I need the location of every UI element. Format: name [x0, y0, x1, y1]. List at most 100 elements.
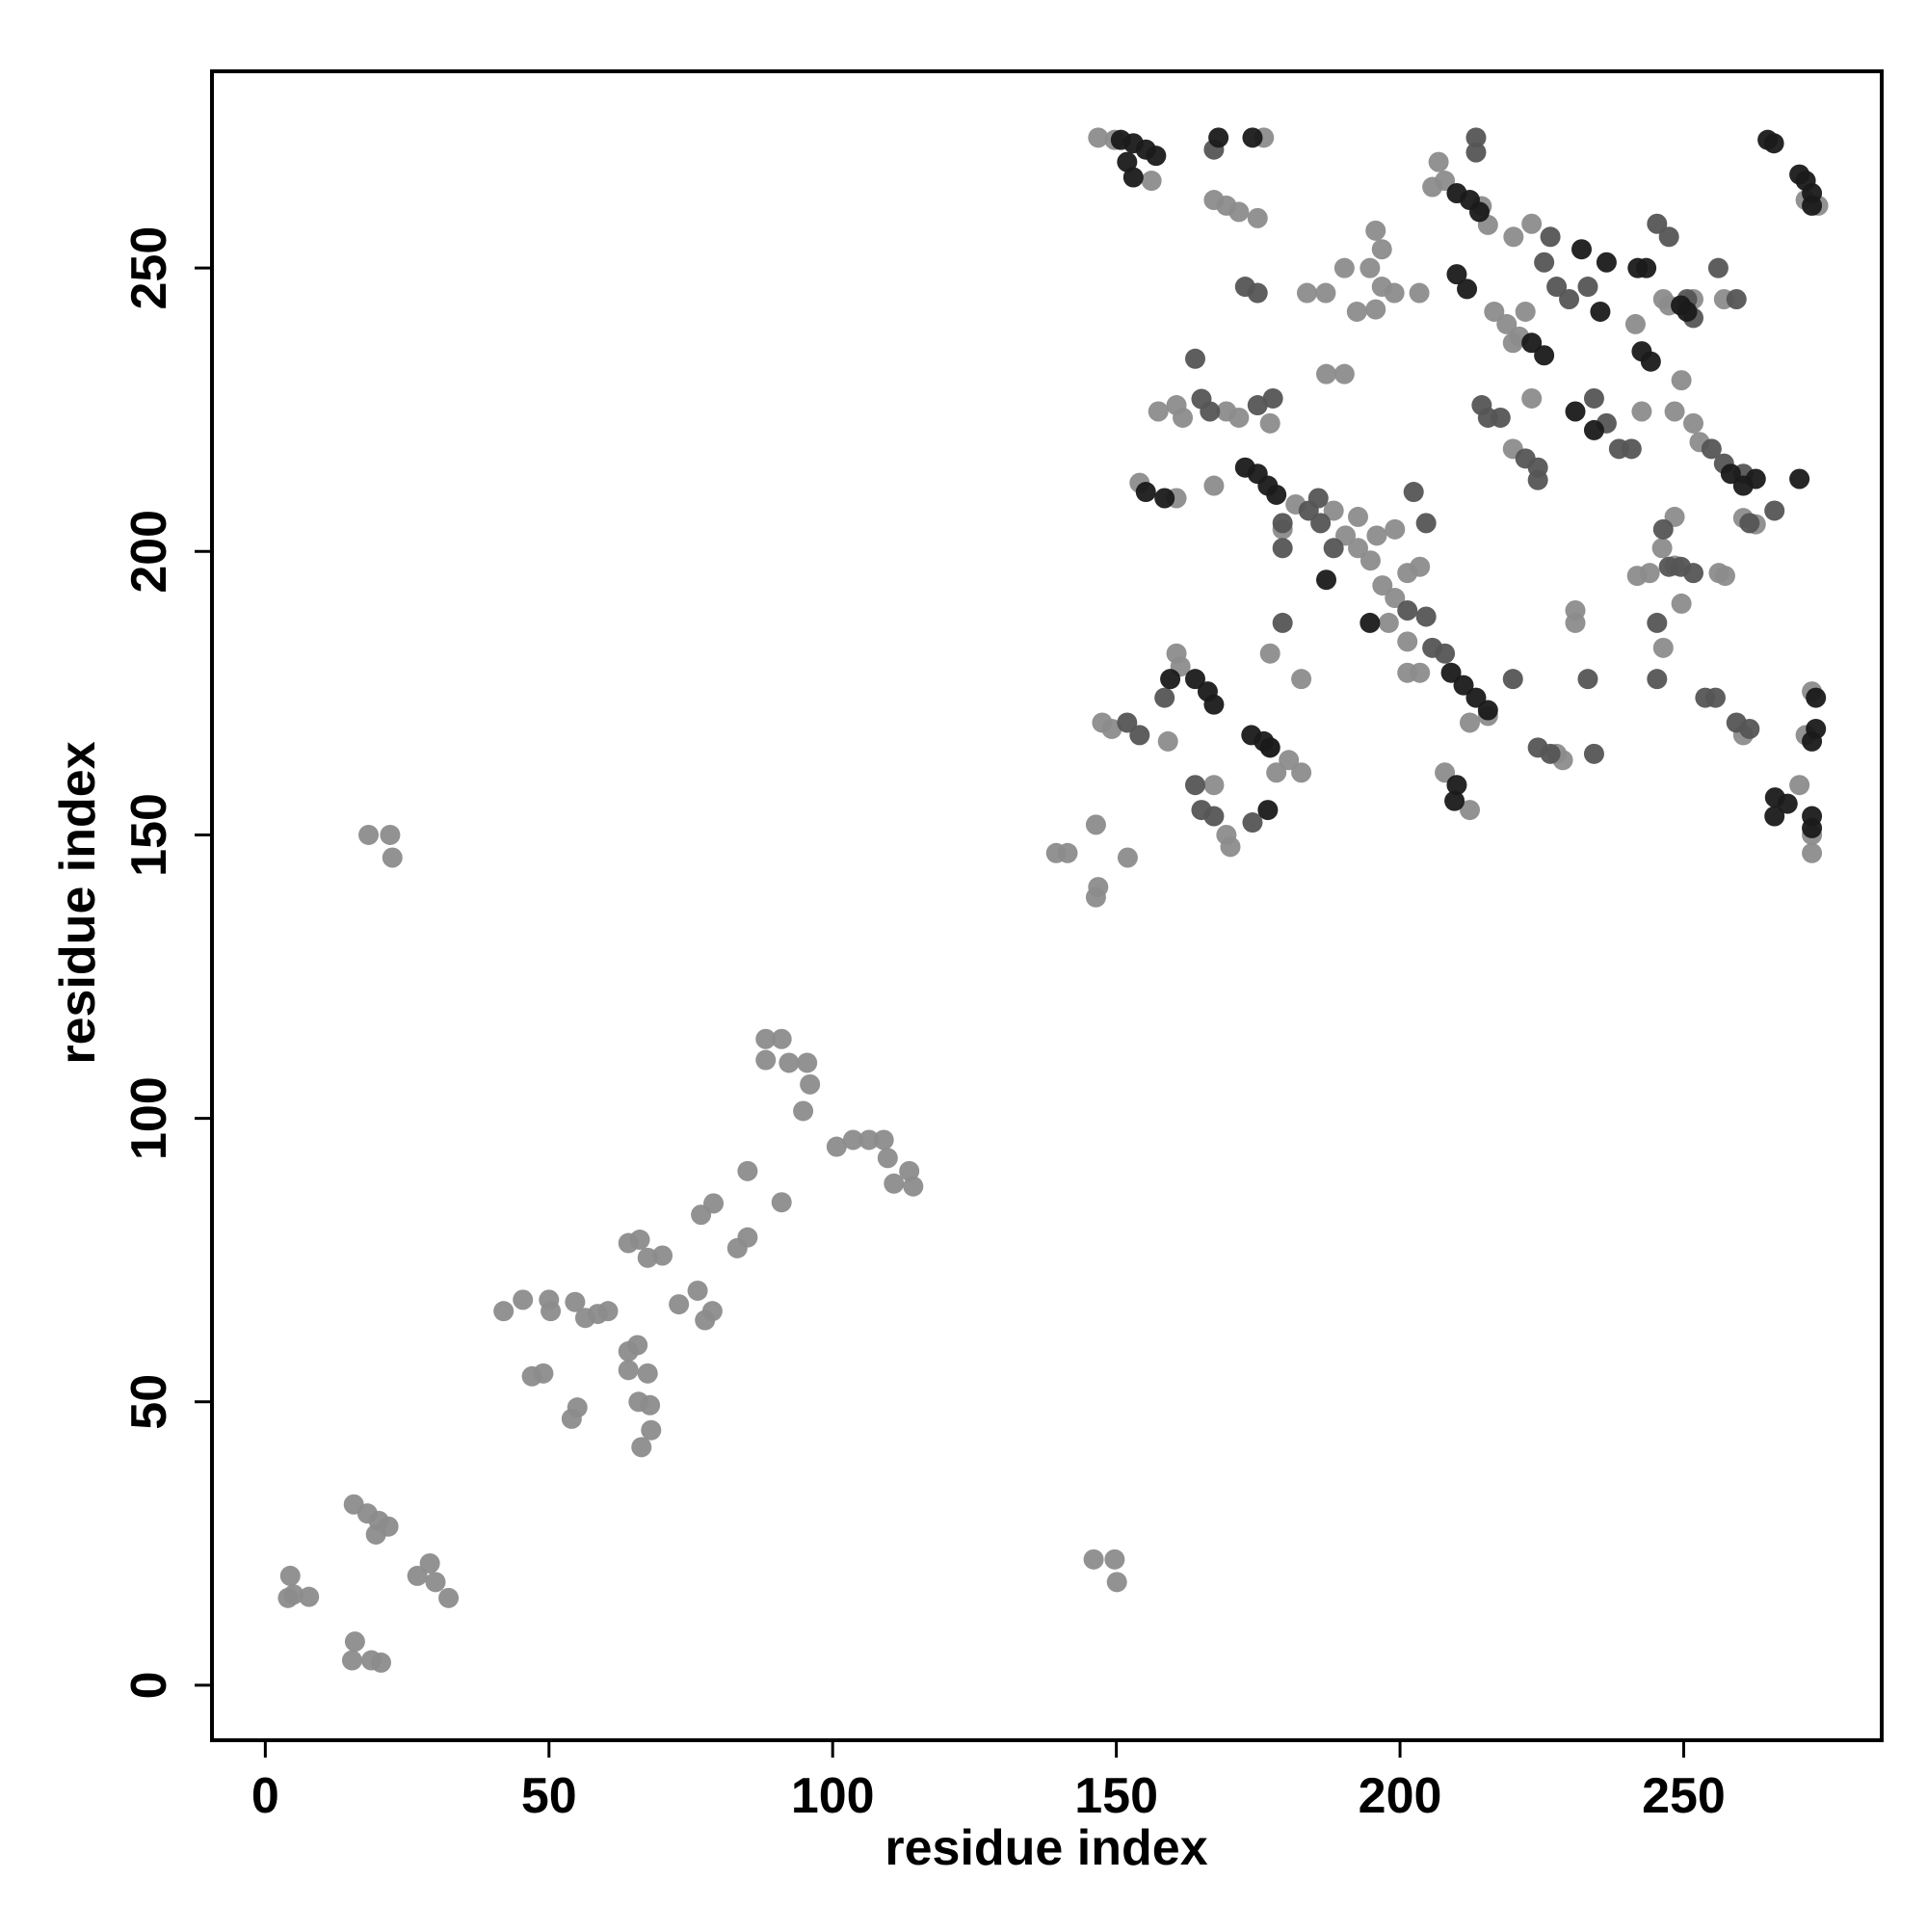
point [1671, 370, 1692, 391]
point [1173, 407, 1194, 428]
point [737, 1227, 758, 1248]
point [1469, 201, 1491, 223]
point [1129, 725, 1150, 746]
point [1057, 842, 1078, 863]
point [380, 824, 401, 845]
point [1440, 662, 1462, 683]
point [1671, 593, 1692, 614]
point [826, 1136, 847, 1157]
point [358, 824, 380, 845]
point [877, 1148, 898, 1169]
point [1242, 812, 1263, 834]
point [1085, 887, 1106, 908]
point [1521, 213, 1543, 234]
point [1316, 363, 1337, 384]
point [1626, 566, 1648, 587]
point [1465, 142, 1487, 163]
point [1444, 790, 1465, 811]
point [493, 1301, 515, 1322]
point [1135, 482, 1156, 503]
point [1371, 239, 1392, 260]
point [1247, 395, 1268, 416]
point [1457, 278, 1478, 300]
point [903, 1176, 924, 1197]
point [669, 1294, 690, 1315]
point [1631, 401, 1652, 422]
point [1247, 282, 1268, 304]
point [1333, 257, 1355, 278]
point [1184, 775, 1205, 796]
y-tick-label: 200 [121, 510, 177, 594]
point [1378, 612, 1399, 633]
point [1266, 762, 1287, 783]
point [1359, 612, 1381, 633]
point [1316, 569, 1337, 591]
point [1122, 167, 1144, 188]
point [1802, 730, 1823, 752]
point [1083, 1548, 1104, 1570]
point [1310, 513, 1332, 534]
point [382, 847, 403, 868]
point [1117, 712, 1138, 733]
point [1465, 127, 1487, 148]
point [1502, 332, 1523, 354]
point [370, 1652, 391, 1673]
point [1503, 226, 1524, 248]
point [1515, 301, 1536, 322]
plot-frame [210, 69, 1884, 1742]
point [1148, 401, 1169, 422]
point [1707, 257, 1729, 278]
point [1683, 563, 1704, 584]
y-tick-label: 100 [121, 1076, 177, 1160]
point [1534, 251, 1555, 273]
point [1146, 146, 1167, 167]
point [419, 1552, 440, 1574]
point [1359, 550, 1381, 571]
point [1359, 257, 1381, 278]
point [1088, 127, 1109, 148]
x-axis-label: residue index [884, 1820, 1207, 1876]
point [1477, 700, 1498, 721]
point [1228, 407, 1250, 428]
point [1384, 282, 1405, 304]
point [755, 1049, 777, 1071]
point [1565, 612, 1586, 633]
point [637, 1363, 658, 1384]
point [1726, 289, 1747, 310]
point [567, 1397, 588, 1418]
point [344, 1631, 365, 1653]
point [1435, 643, 1456, 664]
point [779, 1052, 800, 1073]
point [1527, 469, 1548, 490]
point [1259, 643, 1280, 664]
point [737, 1160, 758, 1181]
point [1184, 669, 1205, 690]
point [1652, 518, 1674, 540]
point [1272, 513, 1293, 534]
point [899, 1160, 920, 1181]
point [627, 1335, 648, 1356]
x-tick-label: 100 [791, 1768, 875, 1824]
point [1104, 1548, 1125, 1570]
point [1446, 775, 1467, 796]
point [1802, 817, 1823, 838]
point [1259, 412, 1280, 434]
point [565, 1291, 586, 1312]
point [1200, 401, 1221, 422]
point [1583, 387, 1604, 409]
point [1106, 1572, 1127, 1593]
point [618, 1360, 639, 1381]
x-tick-label: 150 [1074, 1768, 1158, 1824]
point [1266, 484, 1287, 505]
point [1647, 612, 1668, 633]
point [1247, 207, 1268, 228]
point [884, 1173, 905, 1194]
point [1789, 775, 1810, 796]
point [800, 1073, 821, 1095]
point [873, 1129, 894, 1151]
point [1279, 750, 1300, 771]
point [1259, 737, 1280, 758]
point [1714, 566, 1735, 587]
point [1262, 387, 1283, 409]
point [1154, 687, 1175, 708]
